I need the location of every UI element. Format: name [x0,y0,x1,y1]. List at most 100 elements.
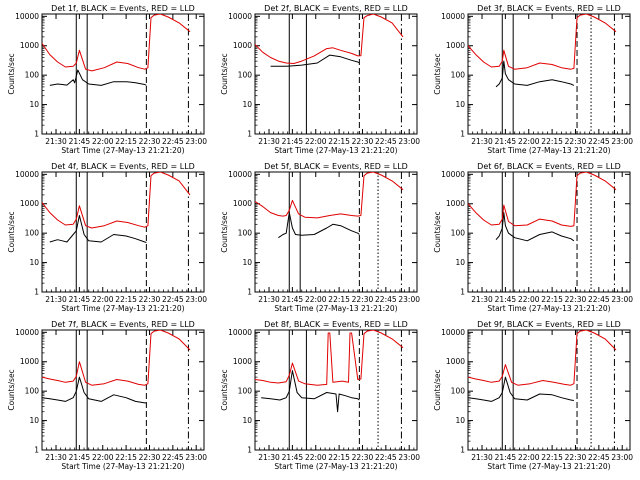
x-tick-label: 21:30 [45,453,67,462]
y-tick-label: 1 [34,288,39,297]
x-tick-label: 22:45 [588,137,610,146]
x-tick-label: 21:30 [258,453,280,462]
y-tick-label: 1 [460,288,465,297]
y-tick-label: 10000 [441,328,465,337]
x-axis-label: Start Time (27-May-13 21:21:20) [487,462,610,471]
y-tick-label: 10 [29,416,39,425]
x-tick-label: 23:00 [611,137,633,146]
x-tick-label: 22:30 [139,137,161,146]
y-tick-label: 10 [29,100,39,109]
x-tick-label: 22:30 [352,295,374,304]
y-tick-label: 100 [25,229,40,238]
x-tick-label: 22:15 [115,137,137,146]
detector-panel-5: Det 5f, BLACK = Events, RED = LLD 21:30 21… [220,162,420,313]
y-tick-label: 10 [242,100,252,109]
y-tick-label: 10 [242,258,252,267]
panel-title: Det 3f, BLACK = Events, RED = LLD [477,4,621,13]
x-tick-label: 22:00 [305,295,327,304]
x-axis-label: Start Time (27-May-13 21:21:20) [61,304,184,313]
plot-frame [467,329,631,451]
plot-frame [467,171,631,293]
x-tick-label: 22:00 [518,295,540,304]
y-tick-label: 100 [238,229,253,238]
x-tick-label: 22:45 [375,453,397,462]
y-axis-label: Counts/sec [433,53,442,94]
x-axis-label: Start Time (27-May-13 21:21:20) [274,146,397,155]
x-axis-label: Start Time (27-May-13 21:21:20) [274,462,397,471]
y-tick-label: 1 [247,446,252,455]
lld-series-line [468,14,617,70]
y-axis-label: Counts/sec [7,211,16,252]
x-tick-label: 22:15 [541,137,563,146]
y-tick-label: 1000 [233,357,252,366]
y-tick-label: 10 [242,416,252,425]
plot-frame [254,329,418,451]
x-tick-label: 21:30 [258,295,280,304]
y-tick-label: 10000 [228,170,252,179]
x-tick-label: 22:00 [92,137,114,146]
panel-title: Det 2f, BLACK = Events, RED = LLD [264,4,408,13]
x-axis-label: Start Time (27-May-13 21:21:20) [274,304,397,313]
y-axis-label: Counts/sec [433,211,442,252]
x-tick-label: 23:00 [185,295,207,304]
x-axis-label: Start Time (27-May-13 21:21:20) [61,462,184,471]
x-tick-label: 22:15 [328,137,350,146]
x-tick-label: 22:00 [518,453,540,462]
x-tick-label: 21:45 [69,453,91,462]
lld-series-line [468,172,617,227]
x-tick-label: 22:15 [541,453,563,462]
events-series-line [495,212,575,242]
x-tick-label: 22:15 [115,453,137,462]
y-tick-label: 100 [238,387,253,396]
y-tick-label: 10000 [15,328,39,337]
events-series-line [278,212,360,239]
y-tick-label: 10 [455,258,465,267]
x-tick-label: 21:45 [495,453,517,462]
plot-frame [254,171,418,293]
y-tick-label: 10000 [228,12,252,21]
y-tick-label: 1000 [233,199,252,208]
x-tick-label: 22:45 [375,295,397,304]
x-tick-label: 22:45 [588,453,610,462]
x-tick-label: 21:30 [258,137,280,146]
x-tick-label: 22:30 [352,137,374,146]
x-tick-label: 22:00 [305,137,327,146]
x-tick-label: 22:15 [328,453,350,462]
x-tick-label: 21:45 [282,453,304,462]
detector-panel-2: Det 2f, BLACK = Events, RED = LLD 21:30 21… [220,4,420,155]
y-tick-label: 100 [25,71,40,80]
y-tick-label: 1000 [446,41,465,50]
y-tick-label: 100 [451,71,466,80]
y-axis-label: Counts/sec [220,211,229,252]
y-tick-label: 1 [460,446,465,455]
y-tick-label: 10000 [15,170,39,179]
y-tick-label: 1000 [446,199,465,208]
y-tick-label: 10 [29,258,39,267]
x-tick-label: 23:00 [185,137,207,146]
panel-title: Det 1f, BLACK = Events, RED = LLD [51,4,195,13]
y-tick-label: 1000 [20,357,39,366]
x-tick-label: 22:30 [139,453,161,462]
y-tick-label: 10000 [228,328,252,337]
y-axis-label: Counts/sec [220,369,229,410]
y-axis-label: Counts/sec [220,53,229,94]
lld-series-line [255,172,404,219]
detector-panel-8: Det 8f, BLACK = Events, RED = LLD 21:30 21… [220,320,420,471]
y-tick-label: 10000 [441,170,465,179]
panel-title: Det 9f, BLACK = Events, RED = LLD [477,320,621,329]
x-tick-label: 21:30 [471,295,493,304]
detector-panel-6: Det 6f, BLACK = Events, RED = LLD 21:30 21… [433,162,633,313]
y-tick-label: 1 [460,130,465,139]
x-tick-label: 22:45 [588,295,610,304]
plot-frame [41,13,205,135]
y-tick-label: 1 [247,288,252,297]
panel-title: Det 6f, BLACK = Events, RED = LLD [477,162,621,171]
x-tick-label: 21:45 [69,295,91,304]
events-series-line [49,215,147,243]
x-tick-label: 21:45 [495,295,517,304]
plot-frame [467,13,631,135]
y-tick-label: 1000 [20,41,39,50]
events-series-line [495,60,575,88]
events-series-line [468,376,574,402]
